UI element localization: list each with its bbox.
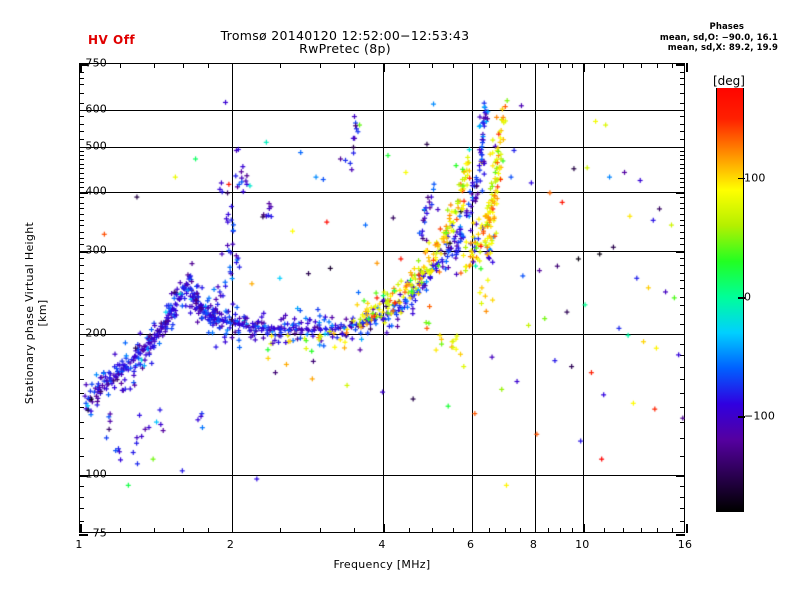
y-tick-label: 75 xyxy=(92,526,107,540)
phase-box-title: Phases xyxy=(709,22,744,32)
x-tick-label: 1 xyxy=(75,538,83,551)
page-title: Tromsø 20140120 12:52:00−12:53:43 xyxy=(220,28,470,43)
y-tick-label: 300 xyxy=(85,243,107,257)
phase-box-x-mode: mean, sd,X: 89.2, 19.9 xyxy=(667,43,778,53)
y-tick-label: 600 xyxy=(85,102,107,116)
x-tick-label: 10 xyxy=(575,538,590,551)
phase-box-o-mode: mean, sd,O: −90.0, 16.1 xyxy=(659,32,778,43)
colorbar-tick-mark xyxy=(738,177,745,180)
colorbar-tick-label: 100 xyxy=(744,171,766,185)
x-tick-label: 6 xyxy=(467,538,475,551)
colorbar-title: [deg] xyxy=(712,74,746,88)
colorbar-tick-mark xyxy=(738,297,745,299)
y-tick-major xyxy=(676,534,685,536)
x-axis-title: Frequency [MHz] xyxy=(333,558,431,571)
x-tick-label: 2 xyxy=(226,538,235,551)
x-tick-major xyxy=(686,63,688,72)
y-tick-label: 400 xyxy=(85,184,107,198)
y-tick-label: 200 xyxy=(85,326,107,340)
hv-off-annotation: HV Off xyxy=(88,33,136,47)
page-subtitle: RwPretec (8p) xyxy=(299,41,391,56)
colorbar-tick-label: −100 xyxy=(744,409,776,423)
y-tick-major xyxy=(79,534,88,536)
y-tick-label: 750 xyxy=(85,56,107,70)
x-tick-major xyxy=(686,524,688,533)
x-tick-label: 8 xyxy=(529,538,538,551)
colorbar xyxy=(716,82,744,512)
colorbar-tick-label: 0 xyxy=(744,290,752,304)
x-tick-label: 16 xyxy=(677,538,693,551)
x-tick-label: 4 xyxy=(378,538,386,551)
y-tick-label: 500 xyxy=(85,139,107,153)
scatter-canvas xyxy=(79,63,685,533)
colorbar-tick-mark xyxy=(738,416,745,418)
y-axis-title: Stationary phase Virtual Height [km] xyxy=(23,221,49,405)
phase-statistics-box: Phases mean, sd,O: −90.0, 16.1 mean, sd,… xyxy=(660,22,778,54)
y-tick-label: 100 xyxy=(85,467,107,481)
